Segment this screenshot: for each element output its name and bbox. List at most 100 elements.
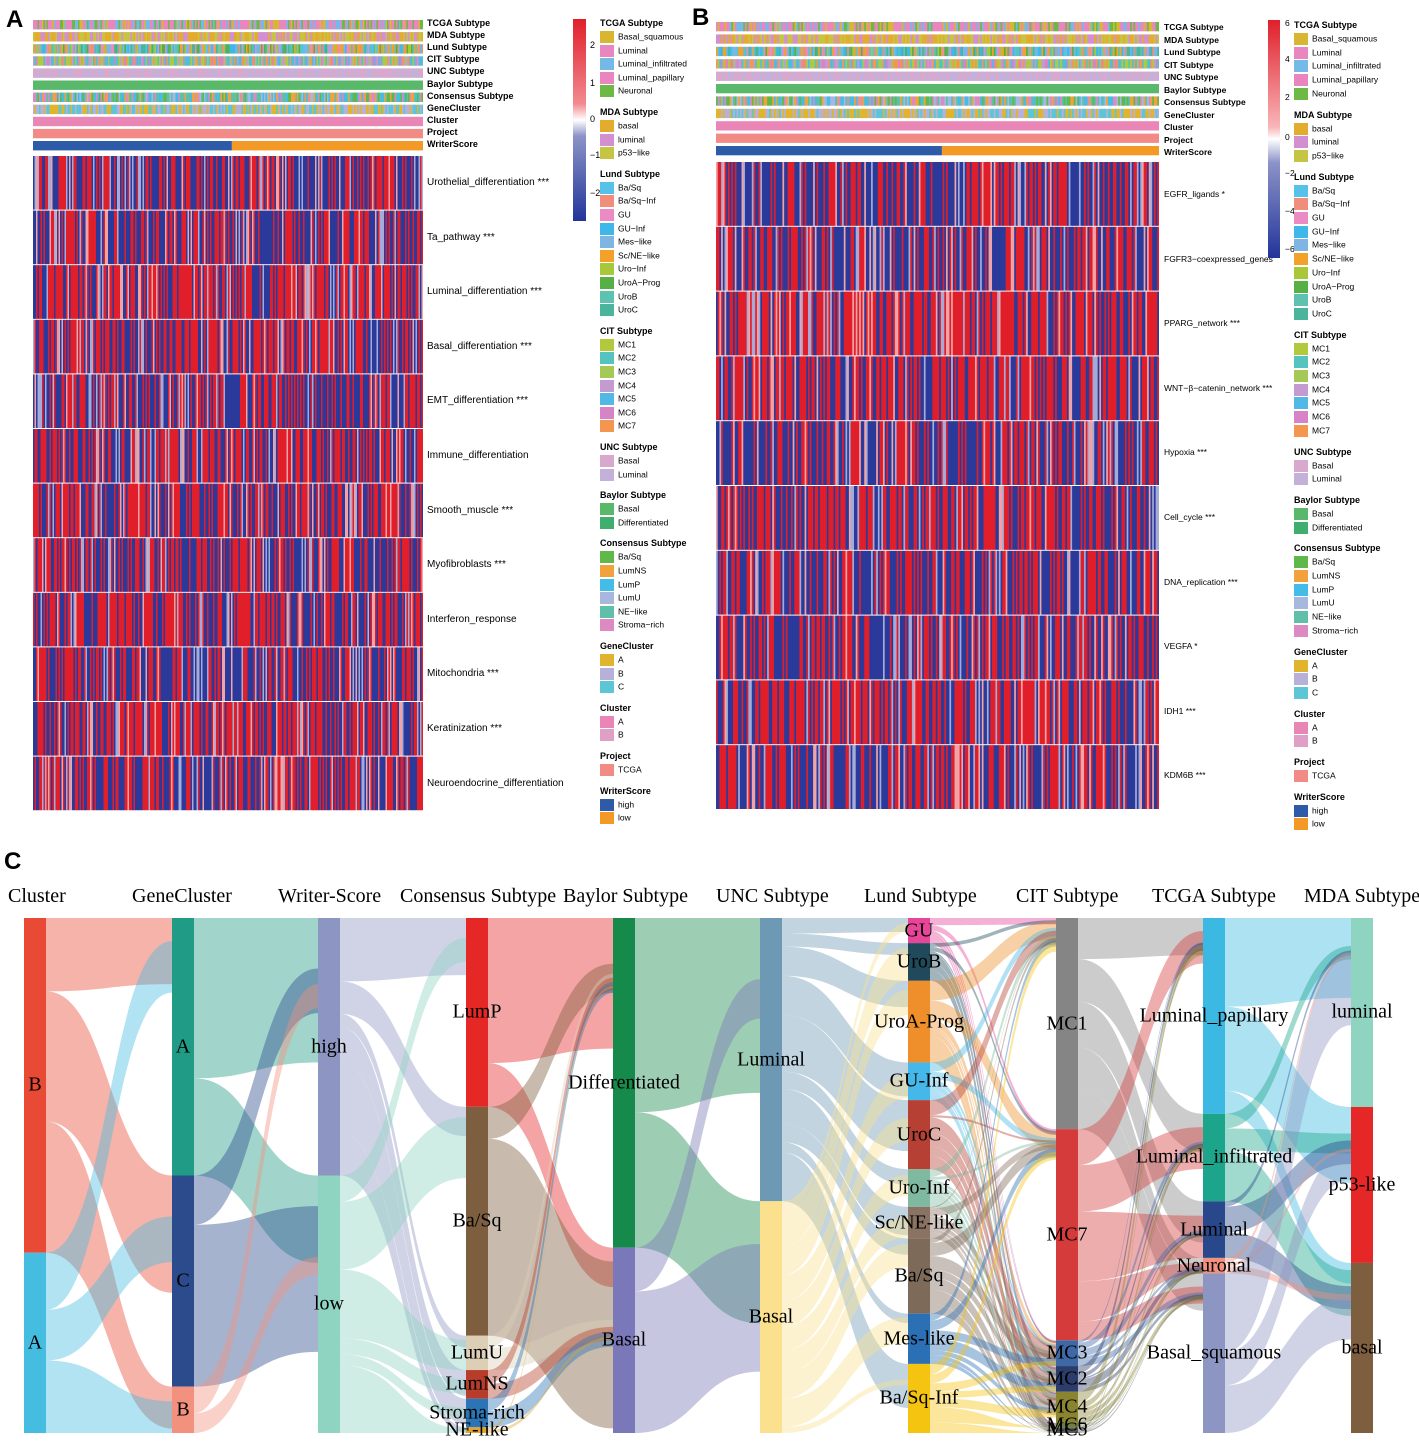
a-heat-cell [249,538,251,592]
a-track-cell [88,92,91,102]
a-heat-cell [393,374,395,428]
a-heat-cell [229,429,232,483]
a-heat-cell [235,429,238,483]
a-track-cell [172,44,175,54]
a-track-cell [339,104,341,115]
a-track-cell [205,68,208,78]
a-heat-cell [295,592,298,647]
a-track-cell [417,104,419,115]
a-track-cell [105,44,107,54]
a-heat-cell [54,756,56,811]
a-heat-cell [52,756,55,811]
a-heat-cell [312,265,314,319]
a-track-cell [213,32,215,42]
a-track-cell [82,20,85,30]
a-heat-cell [355,702,358,756]
a-heat-cell [72,156,74,210]
a-track-cell [268,32,271,42]
a-track-cell [57,56,59,66]
a-heat-cell [208,374,211,428]
a-heat-cell [405,374,407,428]
a-heat-cell [400,156,403,210]
a-heat-cell [190,265,193,319]
a-heat-cell [181,483,184,538]
a-track-cell [240,92,242,102]
a-heat-cell [168,592,170,647]
a-heat-cell [121,319,124,374]
a-heat-cell [210,702,212,756]
a-heat-cell [70,156,73,210]
a-track-cell [60,32,62,42]
a-heat-cell [226,483,229,538]
a-heat-cell [289,265,292,319]
a-heat-cell [279,265,281,319]
a-heat-cell [414,429,416,483]
a-heat-cell [172,156,175,210]
a-heat-cell [123,756,125,811]
a-heat-cell [285,756,287,811]
a-track-cell [201,92,203,102]
row-label-a: Mitochondria *** [427,668,499,680]
a-heat-cell [64,210,67,265]
a-heat-cell [186,538,188,592]
a-heat-cell [123,702,125,756]
a-heat-cell [279,156,281,210]
a-track-cell [58,56,61,66]
a-heat-cell [147,647,149,701]
a-heat-cell [292,265,295,319]
a-heat-cell [93,647,95,701]
a-heat-cell [166,374,169,428]
a-heat-cell [388,156,391,210]
a-track-cell [258,56,260,66]
a-track-cell [274,68,277,78]
a-track-cell [412,44,415,54]
a-track-cell [271,92,274,102]
a-track-cell [196,20,199,30]
a-heat-cell [282,647,284,701]
a-heat-cell [96,156,98,210]
a-heat-cell [91,538,94,592]
a-track-cell [286,56,289,66]
a-heat-cell [130,756,133,811]
a-heat-cell [285,592,287,647]
a-track-cell [373,44,376,54]
a-heat-cell [286,374,289,428]
a-heat-cell [192,592,194,647]
a-track-cell [61,32,64,42]
a-track-cell [378,68,380,78]
a-heat-cell [381,429,383,483]
a-track-cell [48,44,50,54]
a-heat-cell [391,702,394,756]
a-track-cell [342,44,344,54]
a-heat-cell [198,210,200,265]
a-heat-cell [169,374,172,428]
a-track-cell [82,56,85,66]
a-track-cell [294,44,296,54]
a-track-cell [355,32,358,42]
a-track-cell [57,44,59,54]
a-heat-cell [150,592,152,647]
a-heat-cell [393,647,395,701]
a-heat-cell [88,210,91,265]
a-heat-cell [117,265,119,319]
a-heat-cell [96,429,98,483]
a-heat-cell [345,483,347,538]
a-heat-cell [219,538,221,592]
a-heat-cell [76,483,79,538]
a-heat-cell [366,210,368,265]
a-heat-cell [102,319,104,374]
a-track-cell [210,20,212,30]
a-track-cell [303,92,305,102]
a-heat-cell [265,319,268,374]
a-heat-cell [148,592,151,647]
a-track-cell [286,44,289,54]
a-heat-cell [133,210,136,265]
a-heat-cell [414,265,416,319]
a-heat-cell [237,756,239,811]
a-heat-cell [112,756,115,811]
a-track-cell [285,20,287,30]
a-track-cell [123,56,125,66]
a-heat-cell [100,538,103,592]
a-track-cell [312,56,314,66]
a-heat-cell [178,702,181,756]
